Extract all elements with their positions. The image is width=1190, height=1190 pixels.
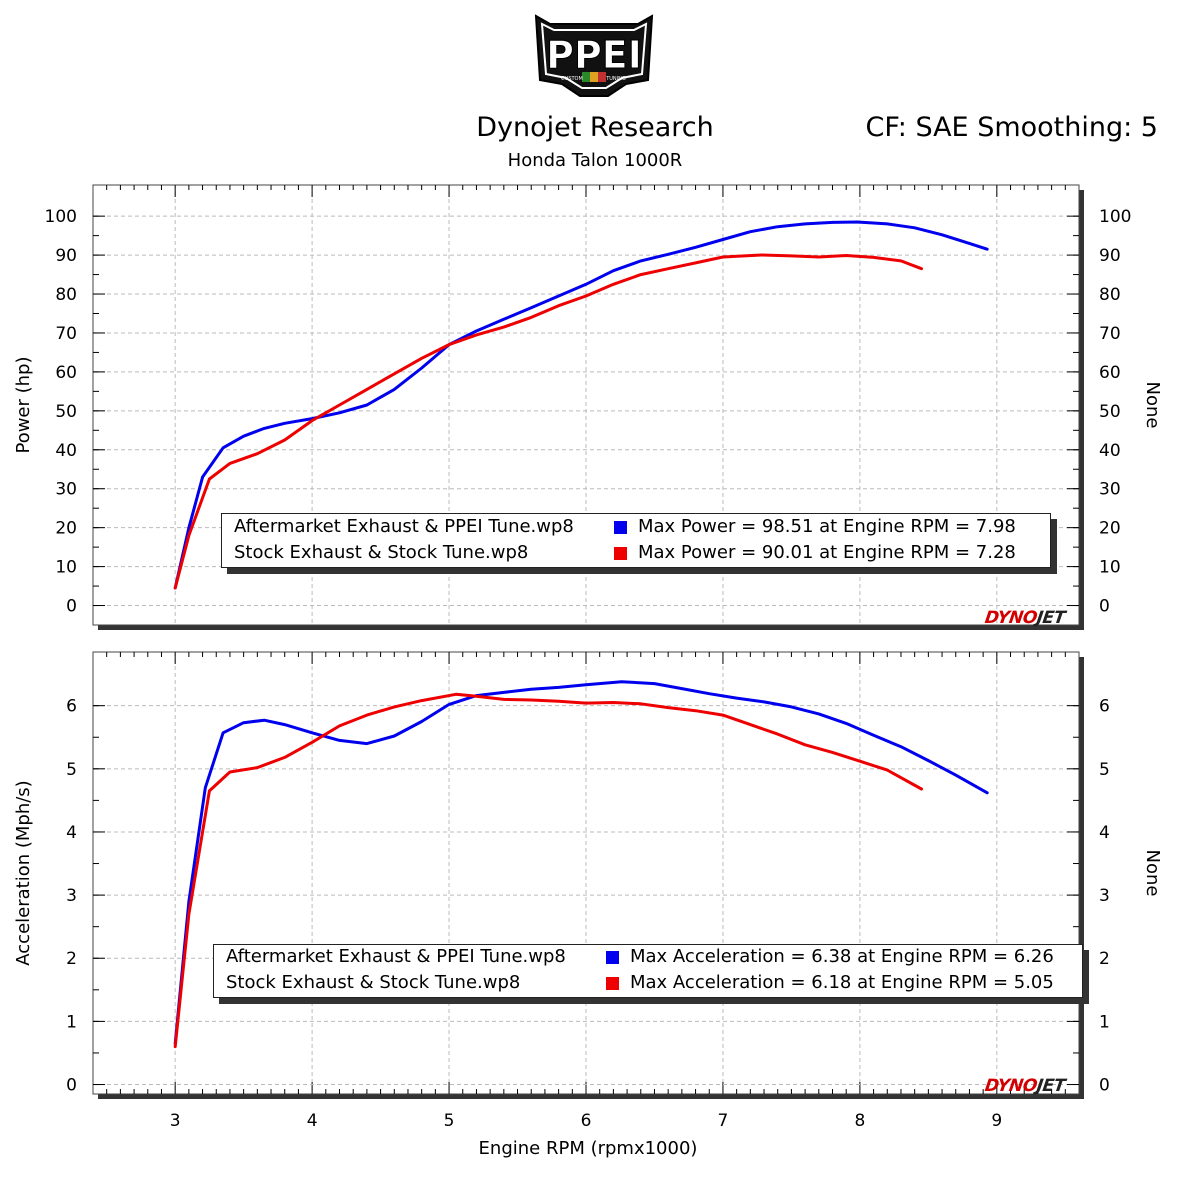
correction-factor-label: CF: SAE Smoothing: 5: [865, 112, 1158, 143]
legend-stat-stock: Max Power = 90.01 at Engine RPM = 7.28: [638, 542, 1016, 563]
y-tick-label: 0: [66, 597, 77, 617]
y-tick-label-right: 40: [1099, 441, 1121, 461]
y-tick-label: 1: [66, 1012, 77, 1032]
legend-swatch-stock: [614, 547, 627, 560]
dynojet-watermark-top: DYNOJET: [983, 608, 1067, 628]
y-tick-label: 60: [55, 363, 77, 383]
x-tick-label: 3: [170, 1111, 181, 1131]
y-axis-title: Power (hp): [13, 356, 34, 453]
y-tick-label-right: 1: [1099, 1012, 1110, 1032]
series-line-tuned: [173, 220, 989, 590]
series-line-tuned: [173, 680, 989, 1045]
legend-swatch-tuned: [614, 521, 627, 534]
y-tick-label-right: 4: [1099, 823, 1110, 843]
x-tick-label: 4: [307, 1111, 318, 1131]
y-tick-label: 20: [55, 519, 77, 539]
y-tick-label: 0: [66, 1076, 77, 1096]
y-tick-label: 3: [66, 886, 77, 906]
series-line-stock: [173, 253, 923, 590]
x-tick-label: 7: [718, 1111, 729, 1131]
legend-swatch-stock: [606, 977, 619, 990]
ppei-logo: PPEI CUSTOM TUNING: [534, 14, 654, 97]
y-tick-label: 5: [66, 760, 77, 780]
y-tick-label-right: 80: [1099, 285, 1121, 305]
y-tick-label-right: 70: [1099, 324, 1121, 344]
x-axis-title: Engine RPM (rpmx1000): [479, 1138, 698, 1159]
legend-stat-tuned: Max Acceleration = 6.38 at Engine RPM = …: [630, 946, 1054, 967]
y-tick-label: 2: [66, 949, 77, 969]
y-tick-label-right: 50: [1099, 402, 1121, 422]
legend-swatch-tuned: [606, 951, 619, 964]
y-tick-label: 30: [55, 480, 77, 500]
svg-text:PPEI: PPEI: [546, 33, 642, 77]
y-tick-label: 100: [45, 207, 77, 227]
y-axis-title-right: None: [1142, 382, 1163, 429]
y-tick-label-right: 6: [1099, 697, 1110, 717]
y-tick-label-right: 90: [1099, 246, 1121, 266]
y-tick-label-right: 2: [1099, 949, 1110, 969]
y-tick-label: 50: [55, 402, 77, 422]
power-legend: Aftermarket Exhaust & PPEI Tune.wp8 Stoc…: [221, 513, 1051, 568]
y-tick-label-right: 30: [1099, 480, 1121, 500]
y-tick-label-right: 0: [1099, 1076, 1110, 1096]
legend-file-stock: Stock Exhaust & Stock Tune.wp8: [234, 542, 529, 563]
dynojet-watermark-bottom: DYNOJET: [983, 1076, 1067, 1096]
y-tick-label: 80: [55, 285, 77, 305]
y-tick-label: 4: [66, 823, 77, 843]
y-tick-label: 6: [66, 697, 77, 717]
y-tick-label-right: 5: [1099, 760, 1110, 780]
x-tick-label: 8: [854, 1111, 865, 1131]
y-tick-label: 90: [55, 246, 77, 266]
x-tick-label: 9: [991, 1111, 1002, 1131]
y-tick-label-right: 60: [1099, 363, 1121, 383]
legend-stat-stock: Max Acceleration = 6.18 at Engine RPM = …: [630, 972, 1054, 993]
chart-title: Dynojet Research: [476, 112, 714, 143]
y-tick-label: 10: [55, 558, 77, 578]
y-tick-label-right: 3: [1099, 886, 1110, 906]
y-tick-label-right: 20: [1099, 519, 1121, 539]
legend-stat-tuned: Max Power = 98.51 at Engine RPM = 7.98: [638, 516, 1016, 537]
chart-subtitle: Honda Talon 1000R: [507, 150, 683, 171]
x-tick-label: 5: [444, 1111, 455, 1131]
y-tick-label: 40: [55, 441, 77, 461]
y-tick-label: 70: [55, 324, 77, 344]
acceleration-legend: Aftermarket Exhaust & PPEI Tune.wp8 Stoc…: [213, 944, 1083, 998]
y-tick-label-right: 100: [1099, 207, 1131, 227]
svg-text:CUSTOM: CUSTOM: [561, 76, 583, 82]
legend-file-tuned: Aftermarket Exhaust & PPEI Tune.wp8: [226, 946, 566, 967]
y-tick-label-right: 0: [1099, 597, 1110, 617]
x-tick-label: 6: [581, 1111, 592, 1131]
legend-file-tuned: Aftermarket Exhaust & PPEI Tune.wp8: [234, 516, 574, 537]
y-axis-title-right: None: [1142, 850, 1163, 897]
y-tick-label-right: 10: [1099, 558, 1121, 578]
y-axis-title: Acceleration (Mph/s): [13, 780, 34, 965]
series-line-stock: [173, 692, 923, 1049]
legend-file-stock: Stock Exhaust & Stock Tune.wp8: [226, 972, 521, 993]
svg-text:TUNING: TUNING: [605, 76, 626, 82]
